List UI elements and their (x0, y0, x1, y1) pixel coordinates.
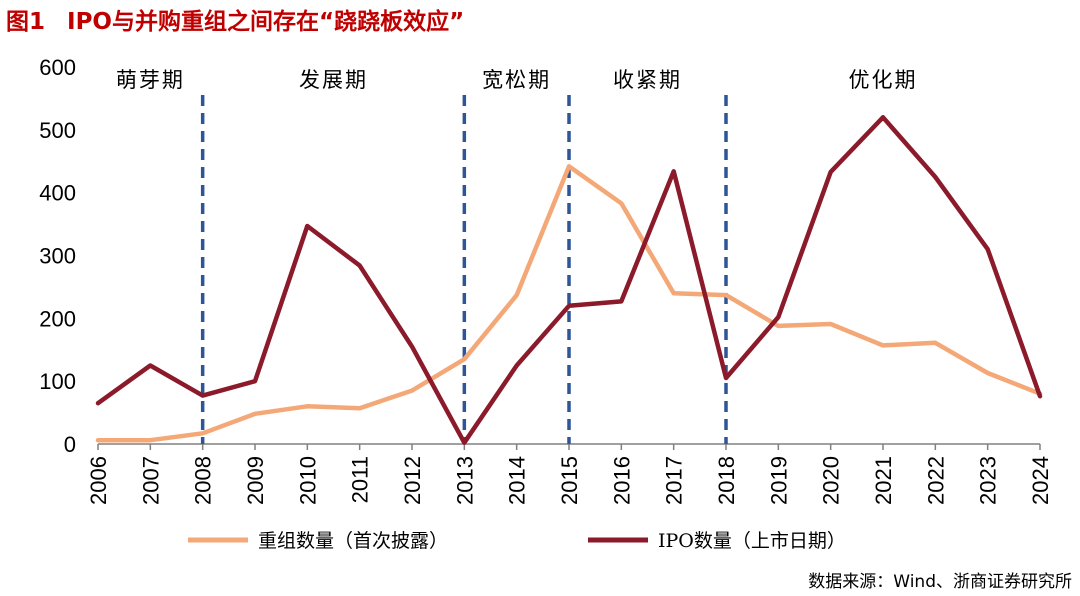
x-tick-label: 2020 (819, 456, 844, 505)
x-tick-label: 2006 (86, 456, 111, 505)
phase-label: 收紧期 (613, 68, 682, 92)
x-tick-label: 2015 (557, 456, 582, 505)
x-tick-label: 2008 (191, 456, 216, 505)
x-tick-label: 2014 (505, 456, 530, 505)
x-tick-label: 2016 (609, 456, 634, 505)
x-tick-label: 2012 (400, 456, 425, 505)
x-tick-label: 2010 (295, 456, 320, 505)
x-tick-label: 2013 (452, 456, 477, 505)
phase-label: 宽松期 (482, 68, 551, 92)
x-tick-label: 2011 (348, 456, 373, 503)
y-tick-label: 500 (39, 118, 76, 143)
figure-title-text: IPO与并购重组之间存在“跷跷板效应” (67, 9, 465, 35)
x-axis: 2006 2007 2008 2009 2010 2011 2012 2013 2014 2015… (86, 443, 1053, 505)
data-source: 数据来源：Wind、浙商证券研究所 (808, 572, 1072, 592)
y-tick-label: 300 (39, 244, 76, 269)
x-tick-label: 2021 (871, 456, 896, 505)
legend-label: IPO数量（上市日期） (658, 530, 846, 552)
series-line-ipo (95, 115, 1043, 445)
phase-labels: 萌芽期 发展期 宽松期 收紧期 优化期 (116, 68, 918, 92)
y-tick-label: 400 (39, 181, 76, 206)
x-tick-label: 2018 (714, 456, 739, 505)
x-tick-label: 2017 (662, 456, 687, 505)
series-lines (95, 115, 1043, 445)
phase-label: 优化期 (849, 68, 918, 92)
legend: 重组数量（首次披露） IPO数量（上市日期） (188, 530, 846, 552)
phase-label: 萌芽期 (116, 68, 185, 92)
y-tick-label: 100 (39, 369, 76, 394)
y-tick-label: 200 (39, 306, 76, 331)
phase-dividers (200, 95, 728, 444)
y-axis: 0 100 200 300 400 500 600 (39, 55, 76, 457)
x-tick-label: 2023 (976, 456, 1001, 505)
x-tick-label: 2022 (923, 456, 948, 505)
series-line-restructure (95, 164, 1043, 443)
x-tick-label: 2024 (1028, 456, 1053, 505)
y-tick-label: 0 (64, 432, 76, 457)
legend-label: 重组数量（首次披露） (258, 530, 448, 552)
figure-title: 图1 IPO与并购重组之间存在“跷跷板效应” (6, 2, 464, 36)
figure-number: 图1 (6, 9, 46, 35)
y-tick-label: 600 (39, 55, 76, 80)
x-tick-label: 2009 (243, 456, 268, 505)
x-tick-label: 2007 (138, 456, 163, 505)
x-tick-label: 2019 (766, 456, 791, 505)
phase-label: 发展期 (299, 68, 368, 92)
